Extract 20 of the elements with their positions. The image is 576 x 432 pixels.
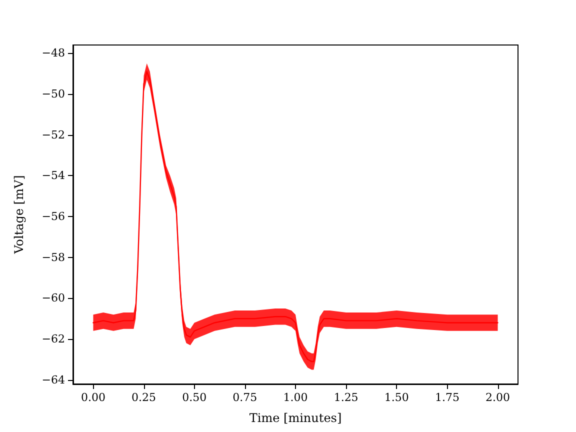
x-tick-label: 1.25 (334, 391, 358, 404)
y-tick-label: −48 (42, 46, 65, 60)
x-tick-label: 1.75 (434, 391, 460, 404)
y-axis-title: Voltage [mV] (12, 175, 26, 255)
y-tick-label: −50 (42, 88, 65, 101)
y-tick-label: −52 (42, 128, 65, 142)
x-tick-label: 1.50 (384, 391, 409, 404)
y-tick-label: −56 (42, 210, 65, 224)
y-tick-label: −60 (42, 292, 65, 305)
x-tick-label: 0.75 (232, 391, 258, 404)
y-tick-label: −54 (42, 169, 65, 182)
x-tick-label: 2.00 (486, 391, 510, 404)
x-tick-label: 1.00 (283, 391, 308, 404)
x-tick-label: 0.00 (80, 391, 106, 404)
x-axis-title: Time [minutes] (249, 411, 342, 425)
y-tick-label: −62 (42, 332, 65, 346)
x-tick-label: 0.50 (182, 391, 207, 404)
y-tick-label: −58 (42, 250, 65, 264)
x-tick-label: 0.25 (132, 391, 156, 404)
y-tick-label: −64 (42, 373, 65, 386)
